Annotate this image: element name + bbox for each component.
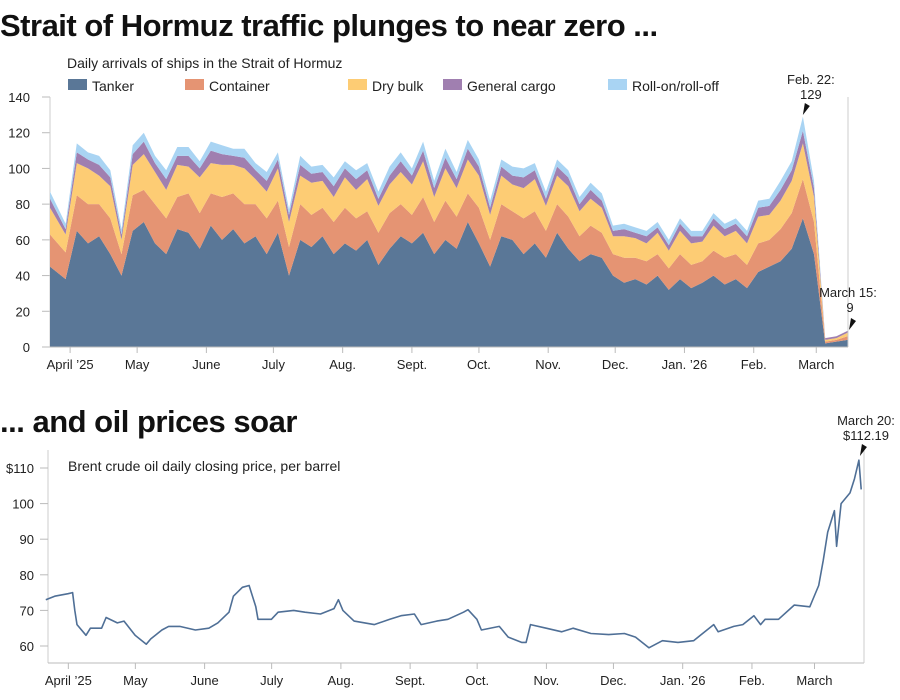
- x-tick-label: Sept.: [395, 673, 425, 688]
- x-tick-label: Dec.: [602, 357, 629, 372]
- area-container: [50, 179, 848, 344]
- x-tick-label: Nov.: [534, 673, 560, 688]
- y-tick-label: 120: [8, 126, 30, 141]
- annotation-arrow: [859, 444, 867, 456]
- x-tick-label: Feb.: [739, 673, 765, 688]
- y-tick-label: 20: [16, 304, 30, 319]
- annotation-feb22-value: 129: [800, 87, 822, 102]
- area-dry-bulk: [50, 143, 848, 342]
- x-tick-label: May: [125, 357, 150, 372]
- x-tick-label: Dec.: [600, 673, 627, 688]
- legend-label: Dry bulk: [372, 78, 424, 94]
- area-tanker: [50, 218, 848, 347]
- ship-arrivals-chart: 0 20 40 60 80 100 120 140 April ’25 May June July Au…: [8, 72, 877, 372]
- x-tick-label: Jan. ’26: [660, 673, 706, 688]
- legend: Tanker Container Dry bulk General cargo Roll…: [68, 78, 719, 94]
- annotation-mar20-label: March 20:: [837, 413, 895, 428]
- x-tick-label: Oct.: [467, 357, 491, 372]
- top-chart-title: Strait of Hormuz traffic plunges to near…: [0, 8, 658, 43]
- y-tick-label: 80: [20, 568, 34, 583]
- x-tick-label: Oct.: [465, 673, 489, 688]
- annotation-mar15-label: March 15:: [819, 285, 877, 300]
- annotation-arrow: [849, 318, 856, 330]
- top-chart-subtitle: Daily arrivals of ships in the Strait of…: [67, 55, 342, 71]
- y-tick-label: 100: [12, 497, 34, 512]
- x-tick-label: Sept.: [397, 357, 427, 372]
- legend-swatch-0: [68, 79, 87, 90]
- x-tick-label: July: [260, 673, 284, 688]
- y-tick-label: $110: [6, 461, 34, 476]
- annotation-mar20-value: $112.19: [843, 428, 889, 443]
- legend-label: General cargo: [467, 78, 556, 94]
- annotation-mar15-value: 9: [846, 300, 853, 315]
- y-tick-label: 0: [23, 340, 30, 355]
- legend-swatch-3: [443, 79, 462, 90]
- x-tick-label: June: [192, 357, 220, 372]
- y-tick-label: 80: [16, 197, 30, 212]
- legend-label: Roll-on/roll-off: [632, 78, 719, 94]
- x-tick-label: June: [191, 673, 219, 688]
- legend-swatch-1: [185, 79, 204, 90]
- y-tick-label: 40: [16, 269, 30, 284]
- legend-swatch-2: [348, 79, 367, 90]
- x-tick-label: Feb.: [741, 357, 767, 372]
- legend-label: Container: [209, 78, 270, 94]
- x-tick-label: Aug.: [328, 673, 355, 688]
- y-tick-label: 140: [8, 90, 30, 105]
- x-tick-label: July: [262, 357, 286, 372]
- area-general-cargo: [50, 130, 848, 340]
- oil-price-chart: 60 70 80 90 100 $110 April ’25 May June July Aug. S…: [6, 413, 895, 688]
- bottom-chart-title: ... and oil prices soar: [0, 404, 297, 439]
- x-tick-label: May: [123, 673, 148, 688]
- x-tick-label: March: [796, 673, 832, 688]
- legend-label: Tanker: [92, 78, 134, 94]
- x-tick-label: Jan. ’26: [662, 357, 708, 372]
- annotation-feb22-label: Feb. 22:: [787, 72, 835, 87]
- legend-swatch-4: [608, 79, 627, 90]
- y-tick-label: 100: [8, 161, 30, 176]
- area-roll-on-roll-off: [50, 116, 848, 339]
- x-tick-label: Nov.: [535, 357, 561, 372]
- y-tick-label: 90: [20, 532, 34, 547]
- bottom-chart-subtitle: Brent crude oil daily closing price, per…: [68, 458, 340, 474]
- oil-price-line: [45, 459, 862, 649]
- x-tick-label: April ’25: [47, 357, 94, 372]
- y-tick-label: 60: [16, 233, 30, 248]
- x-tick-label: Aug.: [329, 357, 356, 372]
- y-tick-label: 70: [20, 603, 34, 618]
- x-tick-label: April ’25: [45, 673, 92, 688]
- y-tick-label: 60: [20, 639, 34, 654]
- x-tick-label: March: [798, 357, 834, 372]
- annotation-arrow: [802, 103, 810, 115]
